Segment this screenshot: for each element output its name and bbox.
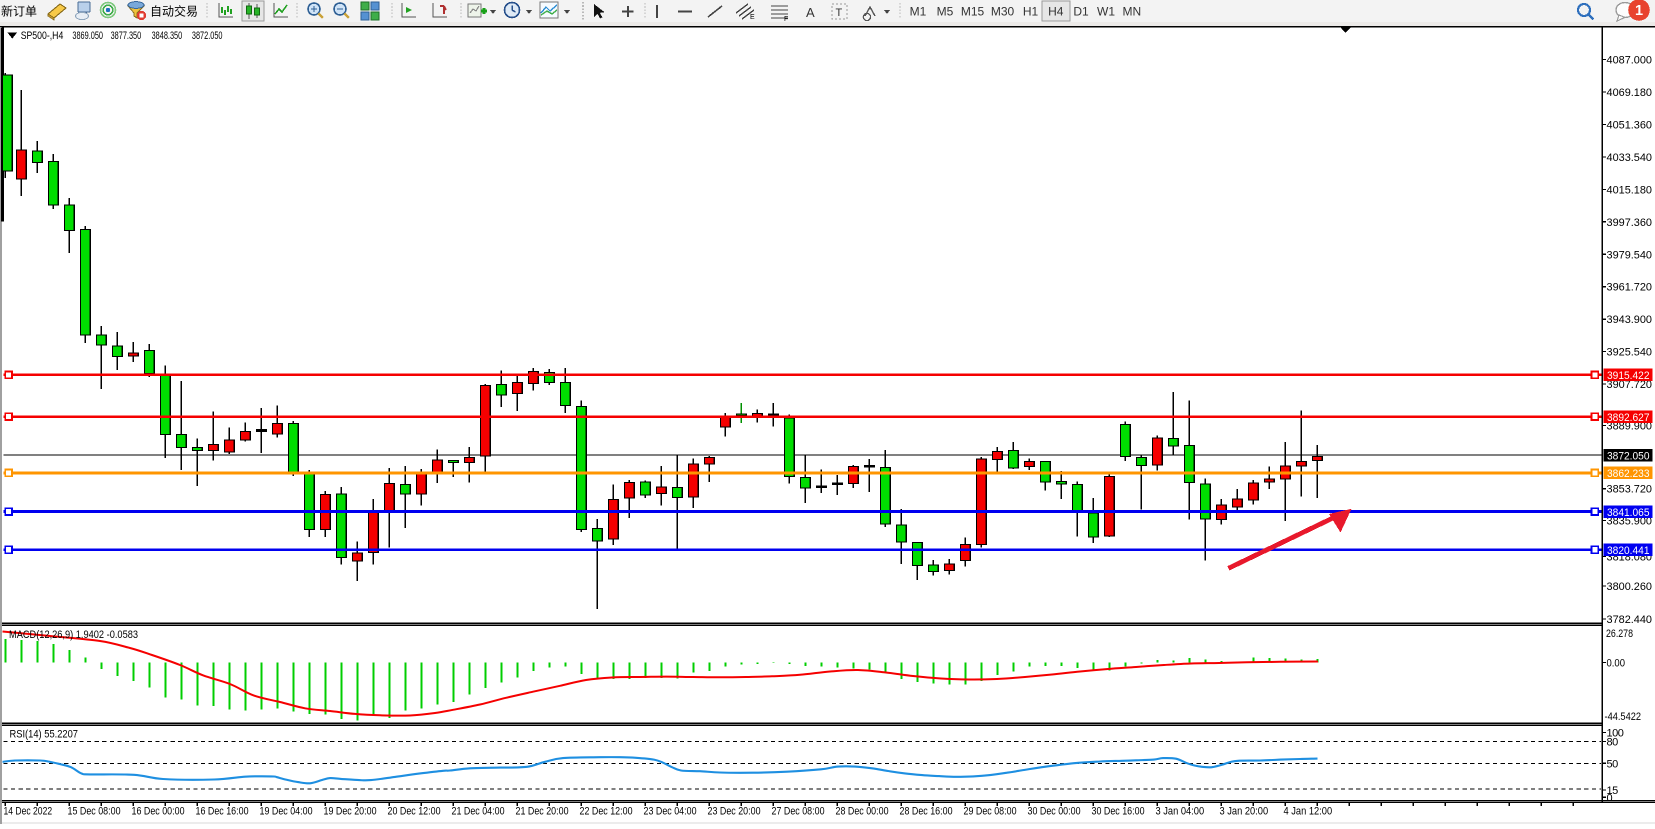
svg-text:3872.050: 3872.050 [192,30,223,42]
svg-text:T: T [836,7,843,19]
svg-text:0.00: 0.00 [1607,658,1626,670]
svg-text:H1: H1 [1023,5,1039,19]
svg-text:3862.233: 3862.233 [1607,468,1650,480]
svg-text:14 Dec 2022: 14 Dec 2022 [4,805,53,817]
svg-text:3915.422: 3915.422 [1607,370,1650,382]
svg-text:H4: H4 [1048,5,1064,19]
svg-text:23 Dec 20:00: 23 Dec 20:00 [708,805,761,817]
svg-text:20 Dec 12:00: 20 Dec 12:00 [388,805,441,817]
svg-text:15 Dec 08:00: 15 Dec 08:00 [68,805,121,817]
svg-text:4087.000: 4087.000 [1607,55,1653,67]
svg-text:3979.540: 3979.540 [1607,249,1653,261]
svg-text:3 Jan 04:00: 3 Jan 04:00 [1156,805,1205,817]
svg-text:3869.050: 3869.050 [72,30,103,42]
svg-text:1: 1 [1635,3,1643,19]
svg-text:3943.900: 3943.900 [1607,314,1653,326]
svg-text:4 Jan 12:00: 4 Jan 12:00 [1284,805,1333,817]
svg-text:15: 15 [1607,785,1619,797]
svg-text:F: F [784,16,788,23]
svg-text:16 Dec 00:00: 16 Dec 00:00 [132,805,185,817]
svg-text:4015.180: 4015.180 [1607,184,1653,196]
svg-text:50: 50 [1607,758,1619,770]
svg-text:MACD(12,26,9) 1.9402 -0.0583: MACD(12,26,9) 1.9402 -0.0583 [9,629,138,641]
svg-text:3925.540: 3925.540 [1607,347,1653,359]
svg-text:MN: MN [1122,5,1141,19]
svg-text:29 Dec 08:00: 29 Dec 08:00 [964,805,1017,817]
svg-text:SP500-,H4: SP500-,H4 [21,30,64,42]
svg-text:RSI(14) 55.2207: RSI(14) 55.2207 [10,728,79,740]
svg-text:23 Dec 04:00: 23 Dec 04:00 [644,805,697,817]
svg-text:16 Dec 16:00: 16 Dec 16:00 [196,805,249,817]
svg-text:19 Dec 04:00: 19 Dec 04:00 [260,805,313,817]
svg-text:-44.5422: -44.5422 [1605,711,1642,723]
svg-text:3835.900: 3835.900 [1607,516,1653,528]
svg-text:19 Dec 20:00: 19 Dec 20:00 [324,805,377,817]
svg-text:M1: M1 [910,5,927,19]
svg-text:3877.350: 3877.350 [111,30,142,42]
svg-text:3997.360: 3997.360 [1607,217,1653,229]
svg-text:W1: W1 [1097,5,1115,19]
svg-text:4069.180: 4069.180 [1607,87,1653,99]
svg-text:100: 100 [1607,728,1624,740]
svg-text:3961.720: 3961.720 [1607,282,1653,294]
svg-text:4051.360: 4051.360 [1607,120,1653,132]
svg-text:30 Dec 00:00: 30 Dec 00:00 [1028,805,1081,817]
svg-text:3 Jan 20:00: 3 Jan 20:00 [1220,805,1269,817]
svg-text:27 Dec 08:00: 27 Dec 08:00 [772,805,825,817]
svg-text:28 Dec 00:00: 28 Dec 00:00 [836,805,889,817]
svg-text:M5: M5 [937,5,954,19]
svg-text:3848.350: 3848.350 [152,30,183,42]
svg-text:3872.050: 3872.050 [1607,450,1650,462]
svg-text:21 Dec 04:00: 21 Dec 04:00 [452,805,505,817]
svg-text:3907.720: 3907.720 [1607,379,1653,391]
svg-text:30 Dec 16:00: 30 Dec 16:00 [1092,805,1145,817]
svg-text:D1: D1 [1073,5,1089,19]
svg-text:3889.900: 3889.900 [1607,420,1653,432]
svg-text:3892.627: 3892.627 [1607,412,1650,424]
svg-text:M30: M30 [991,5,1015,19]
svg-text:22 Dec 12:00: 22 Dec 12:00 [580,805,633,817]
svg-text:21 Dec 20:00: 21 Dec 20:00 [516,805,569,817]
svg-text:0: 0 [1607,792,1613,804]
svg-text:新订单: 新订单 [1,4,37,19]
svg-text:3853.720: 3853.720 [1607,484,1653,496]
svg-text:E: E [750,14,755,21]
svg-text:4033.540: 4033.540 [1607,152,1653,164]
svg-text:A: A [806,5,815,20]
svg-text:M15: M15 [961,5,985,19]
svg-text:80: 80 [1607,737,1619,749]
svg-text:3782.440: 3782.440 [1607,614,1653,626]
svg-text:3841.065: 3841.065 [1607,507,1650,519]
svg-text:3820.441: 3820.441 [1607,545,1650,557]
svg-text:28 Dec 16:00: 28 Dec 16:00 [900,805,953,817]
svg-text:3800.260: 3800.260 [1607,581,1653,593]
svg-text:自动交易: 自动交易 [150,4,198,19]
svg-text:26.278: 26.278 [1606,628,1633,640]
